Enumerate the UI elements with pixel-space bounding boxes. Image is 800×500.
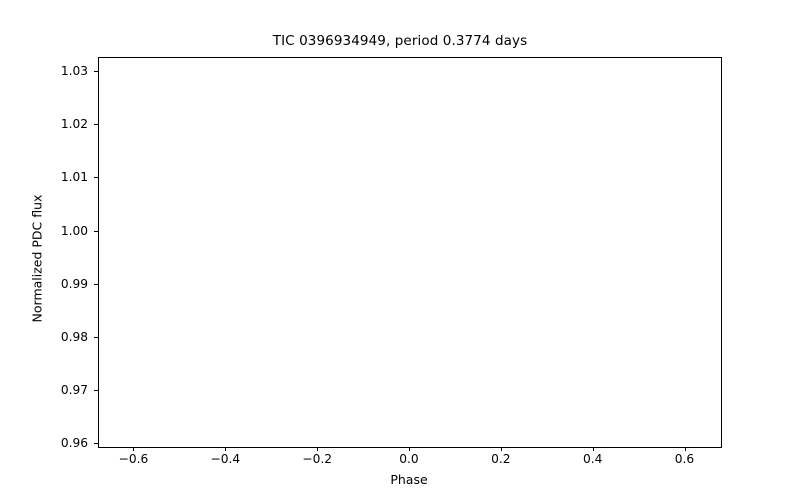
x-tick-label: 0.4 xyxy=(582,452,603,466)
y-tick-mark xyxy=(94,336,98,338)
y-tick-label: 1.00 xyxy=(60,223,88,238)
scatter-points-layer xyxy=(99,58,721,447)
y-tick-label: 1.03 xyxy=(60,64,88,79)
x-tick-mark xyxy=(225,447,227,451)
x-axis-label: Phase xyxy=(390,472,428,487)
x-tick-mark xyxy=(409,447,410,451)
x-tick-label: 0.0 xyxy=(399,452,419,466)
x-tick-mark xyxy=(317,447,319,451)
y-tick-mark xyxy=(94,389,98,391)
x-tick-label: 0.2 xyxy=(491,452,511,466)
plot-axes-frame xyxy=(98,57,722,448)
x-tick-mark xyxy=(500,447,502,451)
y-axis-label: Normalized PDC flux xyxy=(29,194,45,323)
y-tick-mark xyxy=(94,177,98,179)
x-tick-label: −0.4 xyxy=(210,452,241,466)
x-tick-label: −0.6 xyxy=(118,452,149,466)
x-tick-mark xyxy=(684,447,686,451)
y-tick-mark xyxy=(94,442,98,444)
x-tick-label: 0.6 xyxy=(674,452,695,466)
y-tick-label: 0.96 xyxy=(60,435,88,450)
y-tick-mark xyxy=(94,230,98,232)
y-tick-label: 1.01 xyxy=(60,170,88,185)
x-tick-mark xyxy=(592,447,594,451)
x-tick-label: −0.2 xyxy=(302,452,332,466)
y-tick-label: 1.02 xyxy=(60,117,88,132)
scatter-svg xyxy=(99,58,721,447)
x-tick-mark xyxy=(133,447,135,451)
y-tick-mark xyxy=(94,283,98,285)
y-tick-label: 0.97 xyxy=(60,382,88,397)
y-tick-mark xyxy=(94,71,98,73)
page-title: TIC 0396934949, period 0.3774 days xyxy=(272,33,528,49)
y-tick-label: 0.99 xyxy=(60,276,88,291)
y-tick-label: 0.98 xyxy=(60,329,88,344)
y-tick-mark xyxy=(94,124,98,126)
